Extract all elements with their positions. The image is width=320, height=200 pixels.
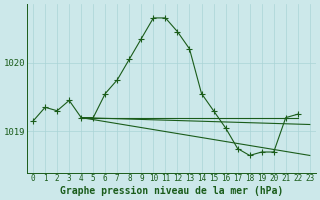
- X-axis label: Graphe pression niveau de la mer (hPa): Graphe pression niveau de la mer (hPa): [60, 186, 283, 196]
